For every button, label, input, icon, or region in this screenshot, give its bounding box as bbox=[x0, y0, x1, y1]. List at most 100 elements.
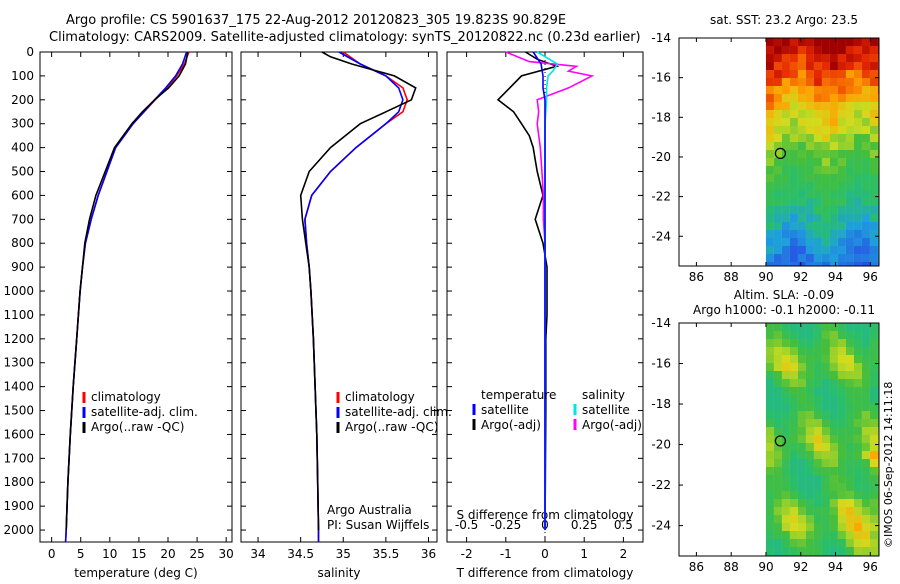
sla-map-cell bbox=[805, 339, 814, 347]
sla-map-cell bbox=[805, 403, 814, 411]
sst-map-cell bbox=[877, 142, 879, 150]
sla-map-cell bbox=[869, 331, 878, 339]
sst-map-cell bbox=[853, 142, 862, 150]
sst-map-cell bbox=[869, 102, 878, 110]
sla-map-cell bbox=[837, 491, 846, 499]
sst-map-argo-marker bbox=[774, 147, 786, 159]
sst-map-cell bbox=[877, 158, 879, 166]
sla-map-cell bbox=[861, 547, 870, 555]
sla-map-cell bbox=[781, 419, 790, 427]
sla-map-cell bbox=[877, 331, 879, 339]
sst-map-cell bbox=[837, 206, 846, 214]
sst-map-cell bbox=[805, 110, 814, 118]
sla-map-cell bbox=[869, 523, 878, 531]
sst-map-cell bbox=[869, 262, 878, 266]
sla-map-cell bbox=[877, 547, 879, 555]
sla-map-cell bbox=[861, 467, 870, 475]
sst-map-cell bbox=[797, 190, 806, 198]
sst-map-cell bbox=[853, 238, 862, 246]
sst-map-cell bbox=[781, 62, 790, 70]
sst-map-cell bbox=[797, 102, 806, 110]
sst-map-cell bbox=[805, 118, 814, 126]
sla-map-cell bbox=[773, 491, 782, 499]
sst-map-cell bbox=[797, 54, 806, 62]
sla-map-cell bbox=[861, 419, 870, 427]
sla-map-cell bbox=[853, 459, 862, 467]
sla-map-cell bbox=[789, 531, 798, 539]
sst-map-cell bbox=[781, 246, 790, 254]
sst-map-cell bbox=[829, 94, 838, 102]
sst-map-cell bbox=[877, 246, 879, 254]
sal-legend-label: climatology bbox=[345, 390, 415, 404]
sla-map-cell bbox=[789, 507, 798, 515]
sla-map-cell bbox=[797, 427, 806, 435]
sst-map-cell bbox=[837, 222, 846, 230]
sst-map-cell bbox=[869, 94, 878, 102]
sla-map-cell bbox=[877, 419, 879, 427]
sla-map-cell bbox=[821, 427, 830, 435]
sst-map-cell bbox=[853, 38, 862, 46]
sla-map-cell bbox=[877, 499, 879, 507]
sla-map-cell bbox=[821, 451, 830, 459]
sla-map-cell bbox=[829, 411, 838, 419]
sla-map-cell bbox=[781, 491, 790, 499]
sla-map-cell bbox=[829, 539, 838, 547]
sst-map-cell bbox=[829, 222, 838, 230]
sst-map-cell bbox=[877, 166, 879, 174]
sst-map-cell bbox=[829, 238, 838, 246]
t-argo-diff-line bbox=[496, 51, 560, 531]
sst-map-cell bbox=[829, 198, 838, 206]
sla-map-cell bbox=[837, 475, 846, 483]
sla-map-cell bbox=[789, 475, 798, 483]
sst-map-cell bbox=[805, 182, 814, 190]
sst-map-cell bbox=[853, 222, 862, 230]
sst-map-cell bbox=[813, 198, 822, 206]
sst-map-cell bbox=[853, 158, 862, 166]
sst-map-cell bbox=[781, 158, 790, 166]
sst-map-cell bbox=[813, 230, 822, 238]
sla-map-cell bbox=[837, 371, 846, 379]
sla-map-cell bbox=[869, 515, 878, 523]
sla-map-cell bbox=[821, 363, 830, 371]
sla-map-cell bbox=[845, 387, 854, 395]
sst-map-cell bbox=[845, 102, 854, 110]
sla-map-cell bbox=[797, 379, 806, 387]
sst-map-cell bbox=[853, 150, 862, 158]
sla-map-cell bbox=[877, 523, 879, 531]
sst-map-cell bbox=[869, 238, 878, 246]
sst-map-cell bbox=[861, 198, 870, 206]
sla-map-cell bbox=[789, 339, 798, 347]
sla-map-cell bbox=[789, 411, 798, 419]
sst-map-cell bbox=[829, 110, 838, 118]
sla-map-cell bbox=[797, 435, 806, 443]
sst-map-cell bbox=[813, 174, 822, 182]
sst-map-cell bbox=[797, 174, 806, 182]
sla-map-cell bbox=[805, 451, 814, 459]
sst-map-cell bbox=[789, 190, 798, 198]
sst-map-cell bbox=[869, 150, 878, 158]
sla-map-cell bbox=[813, 475, 822, 483]
sla-map-cell bbox=[877, 459, 879, 467]
sla-map-title-2: Argo h1000: -0.1 h2000: -0.11 bbox=[693, 303, 875, 317]
sla-map-cell bbox=[781, 347, 790, 355]
temp-legend-label: Argo(..raw -QC) bbox=[91, 420, 184, 434]
sst-map-cell bbox=[765, 118, 774, 126]
sla-map-cell bbox=[861, 475, 870, 483]
sst-map-y-tick-label: -18 bbox=[651, 110, 671, 124]
sla-map-cell bbox=[837, 523, 846, 531]
sst-map-cell bbox=[813, 206, 822, 214]
sst-map-cell bbox=[773, 254, 782, 262]
sst-map-cell bbox=[773, 78, 782, 86]
sal-climatology-line bbox=[304, 51, 409, 542]
sla-map-cell bbox=[837, 363, 846, 371]
sst-map-cell bbox=[821, 238, 830, 246]
sst-map-cell bbox=[845, 142, 854, 150]
sla-map-cell bbox=[853, 371, 862, 379]
sla-map-cell bbox=[869, 395, 878, 403]
y-tick-label: 700 bbox=[11, 212, 34, 226]
sst-map-cell bbox=[765, 158, 774, 166]
sla-map-cell bbox=[781, 443, 790, 451]
sla-map-cell bbox=[773, 363, 782, 371]
sla-map-cell bbox=[765, 331, 774, 339]
sst-map-cell bbox=[869, 198, 878, 206]
